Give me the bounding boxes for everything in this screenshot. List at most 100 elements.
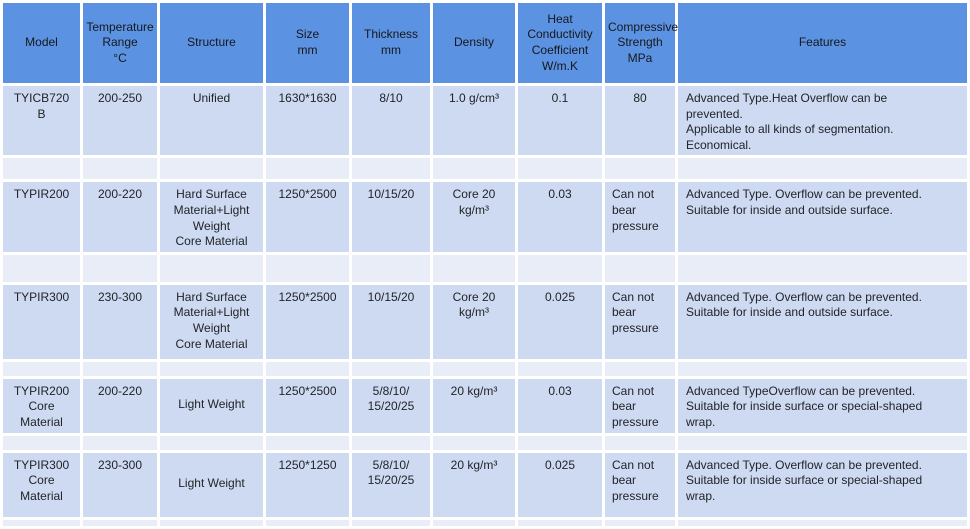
cell-features: Advanced Type.Heat Overflow can be preve… bbox=[678, 86, 967, 156]
cell-features: Advanced TypeOverflow can be prevented. … bbox=[678, 378, 967, 433]
spacer-cell bbox=[3, 519, 80, 526]
spacer-cell bbox=[518, 519, 602, 526]
spacer-cell bbox=[678, 254, 967, 282]
spacer-cell bbox=[352, 158, 430, 180]
spacer-cell bbox=[266, 435, 349, 450]
cell-thickness: 5/8/10/ 15/20/25 bbox=[352, 378, 430, 433]
cell-heat: 0.03 bbox=[518, 378, 602, 433]
spacer-cell bbox=[352, 519, 430, 526]
table-row: TYICB720 B 200-250 Unified 1630*1630 8/10 1.0… bbox=[3, 86, 967, 156]
cell-temperature: 200-250 bbox=[83, 86, 157, 156]
table-row: TYPIR300 Core Material 230-300 Light Weigh… bbox=[3, 452, 967, 517]
cell-heat: 0.025 bbox=[518, 452, 602, 517]
spacer-cell bbox=[605, 435, 675, 450]
spacer-cell bbox=[518, 254, 602, 282]
spacer-cell bbox=[518, 361, 602, 376]
cell-features: Advanced Type. Overflow can be prevented… bbox=[678, 284, 967, 359]
cell-model: TYPIR300 Core Material bbox=[3, 452, 80, 517]
spacer-cell bbox=[160, 519, 263, 526]
spacer-cell bbox=[83, 519, 157, 526]
header-model: Model bbox=[3, 3, 80, 83]
spacer-cell bbox=[433, 519, 515, 526]
cell-density: 1.0 g/cm³ bbox=[433, 86, 515, 156]
spacer-cell bbox=[160, 361, 263, 376]
spacer-cell bbox=[352, 435, 430, 450]
table-row: TYPIR200 200-220 Hard Surface Material+Lig… bbox=[3, 182, 967, 252]
table-row: TYPIR300 230-300 Hard Surface Material+Lig… bbox=[3, 284, 967, 359]
cell-heat: 0.1 bbox=[518, 86, 602, 156]
cell-density: Core 20 kg/m³ bbox=[433, 182, 515, 252]
header-thickness: Thickness mm bbox=[352, 3, 430, 83]
header-density: Density bbox=[433, 3, 515, 83]
table-row: TYPIR200 Core Material 200-220 Light Weigh… bbox=[3, 378, 967, 433]
spacer-cell bbox=[352, 254, 430, 282]
spacer-cell bbox=[266, 361, 349, 376]
cell-structure: Hard Surface Material+Light Weight Core … bbox=[160, 182, 263, 252]
cell-size: 1630*1630 bbox=[266, 86, 349, 156]
spacer-row bbox=[3, 435, 967, 450]
spacer-cell bbox=[678, 519, 967, 526]
spacer-cell bbox=[266, 254, 349, 282]
cell-temperature: 230-300 bbox=[83, 284, 157, 359]
spacer-cell bbox=[433, 158, 515, 180]
cell-temperature: 230-300 bbox=[83, 452, 157, 517]
cell-structure: Unified bbox=[160, 86, 263, 156]
spacer-cell bbox=[160, 254, 263, 282]
cell-model: TYPIR300 bbox=[3, 284, 80, 359]
cell-size: 1250*1250 bbox=[266, 452, 349, 517]
spacer-row bbox=[3, 158, 967, 180]
spacer-cell bbox=[83, 158, 157, 180]
spacer-row bbox=[3, 361, 967, 376]
spacer-cell bbox=[266, 519, 349, 526]
header-heat: Heat Conductivity Coefficient W/m.K bbox=[518, 3, 602, 83]
cell-thickness: 10/15/20 bbox=[352, 182, 430, 252]
cell-compressive: 80 bbox=[605, 86, 675, 156]
spacer-cell bbox=[518, 158, 602, 180]
spacer-cell bbox=[605, 519, 675, 526]
spacer-cell bbox=[3, 158, 80, 180]
header-structure: Structure bbox=[160, 3, 263, 83]
header-temperature: Temperature Range °C bbox=[83, 3, 157, 83]
spacer-cell bbox=[3, 361, 80, 376]
table-body: TYICB720 B 200-250 Unified 1630*1630 8/10 1.0… bbox=[3, 86, 967, 526]
spacer-cell bbox=[605, 158, 675, 180]
cell-compressive: Can not bear pressure bbox=[605, 452, 675, 517]
cell-density: 20 kg/m³ bbox=[433, 378, 515, 433]
cell-density: 20 kg/m³ bbox=[433, 452, 515, 517]
cell-size: 1250*2500 bbox=[266, 378, 349, 433]
spacer-cell bbox=[83, 254, 157, 282]
spacer-cell bbox=[433, 254, 515, 282]
cell-features: Advanced Type. Overflow can be prevented… bbox=[678, 182, 967, 252]
cell-compressive: Can not bear pressure bbox=[605, 182, 675, 252]
cell-structure: Hard Surface Material+Light Weight Core … bbox=[160, 284, 263, 359]
spacer-cell bbox=[83, 435, 157, 450]
cell-compressive: Can not bear pressure bbox=[605, 378, 675, 433]
cell-thickness: 10/15/20 bbox=[352, 284, 430, 359]
spacer-cell bbox=[3, 435, 80, 450]
spacer-cell bbox=[678, 435, 967, 450]
spacer-cell bbox=[518, 435, 602, 450]
spacer-cell bbox=[160, 435, 263, 450]
spacer-cell bbox=[83, 361, 157, 376]
cell-thickness: 5/8/10/ 15/20/25 bbox=[352, 452, 430, 517]
cell-model: TYICB720 B bbox=[3, 86, 80, 156]
cell-heat: 0.025 bbox=[518, 284, 602, 359]
spacer-cell bbox=[605, 361, 675, 376]
cell-thickness: 8/10 bbox=[352, 86, 430, 156]
cell-temperature: 200-220 bbox=[83, 182, 157, 252]
cell-structure: Light Weight bbox=[160, 378, 263, 433]
cell-size: 1250*2500 bbox=[266, 284, 349, 359]
spacer-cell bbox=[678, 361, 967, 376]
cell-structure: Light Weight bbox=[160, 452, 263, 517]
cell-density: Core 20 kg/m³ bbox=[433, 284, 515, 359]
spacer-cell bbox=[433, 361, 515, 376]
spacer-cell bbox=[352, 361, 430, 376]
spacer-row bbox=[3, 254, 967, 282]
cell-features: Advanced Type. Overflow can be prevented… bbox=[678, 452, 967, 517]
spacer-cell bbox=[605, 254, 675, 282]
header-row: Model Temperature Range °C Structure Size m… bbox=[3, 3, 967, 83]
spacer-row bbox=[3, 519, 967, 526]
spacer-cell bbox=[266, 158, 349, 180]
